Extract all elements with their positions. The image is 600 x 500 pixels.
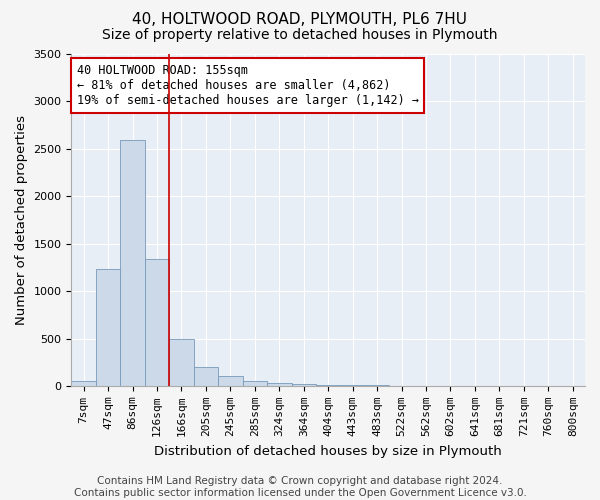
Text: 40, HOLTWOOD ROAD, PLYMOUTH, PL6 7HU: 40, HOLTWOOD ROAD, PLYMOUTH, PL6 7HU [133,12,467,28]
Text: Contains HM Land Registry data © Crown copyright and database right 2024.
Contai: Contains HM Land Registry data © Crown c… [74,476,526,498]
Text: 40 HOLTWOOD ROAD: 155sqm
← 81% of detached houses are smaller (4,862)
19% of sem: 40 HOLTWOOD ROAD: 155sqm ← 81% of detach… [77,64,419,107]
Bar [218,376,242,386]
Text: Size of property relative to detached houses in Plymouth: Size of property relative to detached ho… [102,28,498,42]
Bar [267,383,292,386]
Bar [292,384,316,386]
Bar [96,270,121,386]
Bar [169,340,194,386]
Bar [242,381,267,386]
Bar [71,381,96,386]
Bar [194,368,218,386]
Bar [145,259,169,386]
Bar [316,385,340,386]
X-axis label: Distribution of detached houses by size in Plymouth: Distribution of detached houses by size … [154,444,502,458]
Bar [121,140,145,386]
Y-axis label: Number of detached properties: Number of detached properties [15,115,28,325]
